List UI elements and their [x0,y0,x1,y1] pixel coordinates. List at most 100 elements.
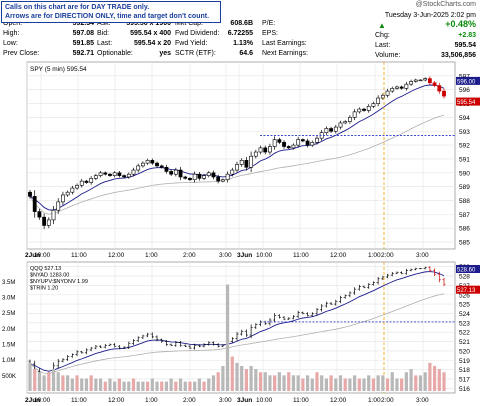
price-tag [456,285,480,294]
candle-body [343,121,348,124]
volume-bar [160,381,164,391]
candle-body [70,187,75,193]
candle-body [89,178,94,183]
candle-body [131,169,136,175]
volume-bar [155,381,159,391]
quote-label: P/E: [262,20,276,27]
candle-body [211,172,216,178]
candle-body [348,117,352,122]
x-tick-label: 12:00 [330,397,347,404]
candle-body [56,201,61,211]
volume-bar [404,372,408,391]
quote-value: yes [159,50,171,57]
volume-bar [98,378,103,391]
candle-body [235,164,239,171]
y-tick-label: 585 [459,240,470,247]
volume-bar [141,381,145,391]
candle-body [188,178,192,181]
y-tick-label: 519 [459,358,470,365]
volume-bar [362,378,366,391]
volume-bar [423,372,427,391]
volume-bar [334,378,338,391]
candle-body [141,162,145,167]
candle-body [169,171,174,175]
volume-bar [287,372,291,391]
up-triangle-icon: ▲ [378,21,386,30]
candle-body [37,211,42,218]
candle-body [225,173,230,181]
y-tick-label: 525 [459,302,470,309]
volume-bar [414,375,418,391]
volume-bar [230,356,234,391]
quote-label: EPS: [262,30,278,37]
candle-body [239,160,244,165]
candle-body [145,160,150,164]
notice-line-2: Arrows are for DIRECTION ONLY, time and … [5,13,210,20]
candle-body [249,155,254,168]
candle-body [173,169,178,175]
candle-body [286,146,291,149]
quote-label: Last: [375,42,391,49]
volume-bar [66,375,70,391]
x-tick-label: 12:00 [330,252,347,259]
quote-label: Mkt Cap: [175,20,204,27]
candle-body [395,86,399,89]
candle-body [136,165,141,171]
volume-bar [240,365,244,391]
candle-body [65,191,70,196]
candle-body [253,151,258,157]
volume-bar [409,369,413,391]
quote-value: 1.13% [233,40,253,47]
volume-bar [367,375,371,391]
y-tick-label: 528 [459,274,470,281]
volume-tick-label: 2.0M [2,327,15,333]
quote-label: Open: [3,20,23,27]
volume-bar [395,378,399,391]
volume-bar [202,381,206,391]
volume-bar [183,381,187,391]
candle-body [296,139,301,146]
x-tick-label: 10:00 [256,252,273,259]
x-tick-label: 2Jun [25,397,40,404]
candle-body [315,137,319,143]
y-tick-label: 589 [459,184,470,191]
volume-bar [127,381,131,391]
candle-body [432,82,437,86]
x-tick-label: 1:00 [368,397,381,404]
stockcharts-brand: @StockCharts.com [415,1,476,8]
volume-bar [263,372,267,391]
quote-label: High: [3,30,20,37]
volume-bar [348,378,352,391]
legend-entry: $TRIN 1.20 [30,286,58,292]
candle-body [324,128,329,133]
candle-body [366,106,371,111]
candle-body [46,219,51,226]
candle-body [258,147,263,153]
x-tick-label: 2:00 [381,397,394,404]
y-tick-label: 522 [459,330,470,337]
volume-bar [381,375,385,391]
day-trade-notice: Calls on this chart are for DAY TRADE on… [1,1,221,23]
quote-label: Next Earnings: [262,50,308,57]
volume-bar [385,378,390,391]
volume-bar [117,378,121,391]
candle-body [159,165,164,168]
x-tick-label: 3:00 [416,397,429,404]
candle-body [103,172,108,175]
volume-bar [291,375,296,391]
candle-body [150,160,155,164]
quote-value: 595.54 x 400 [130,30,171,37]
quote-label: Last: [97,40,113,47]
volume-bar [61,375,65,391]
quote-label: Prev Close: [3,50,40,57]
candle-body [108,173,112,176]
candle-body [98,172,103,176]
candle-body [244,160,249,168]
x-tick-label: 11:00 [71,397,87,404]
y-tick-label: 521 [459,339,470,346]
volume-bar [235,362,239,391]
candle-body [75,184,79,189]
quote-label: Volume: [375,52,401,59]
x-tick-label: 10:00 [256,397,273,404]
y-tick-label: 517 [459,376,470,383]
